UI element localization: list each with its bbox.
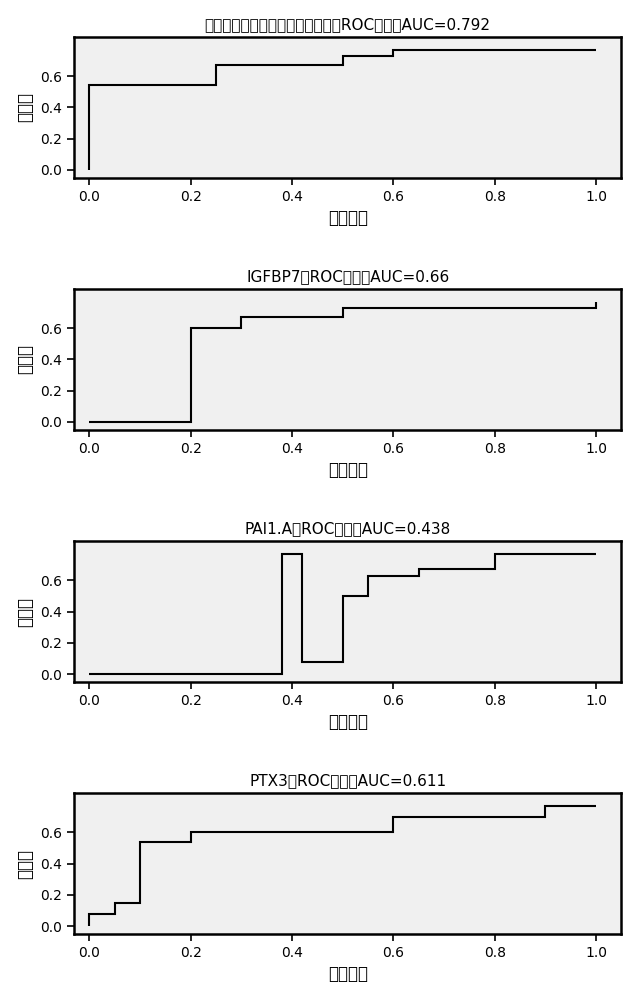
Y-axis label: 灵敏度: 灵敏度: [17, 92, 34, 122]
X-axis label: 假阳性率: 假阳性率: [328, 209, 367, 227]
Title: PAI1.A的ROC曲线；AUC=0.438: PAI1.A的ROC曲线；AUC=0.438: [244, 521, 451, 536]
Title: PTX3的ROC曲线；AUC=0.611: PTX3的ROC曲线；AUC=0.611: [249, 773, 446, 788]
Y-axis label: 灵敏度: 灵敏度: [17, 344, 34, 374]
Y-axis label: 灵敏度: 灵敏度: [17, 597, 34, 627]
X-axis label: 假阳性率: 假阳性率: [328, 713, 367, 731]
Title: 细胞外基质金属蛋白酶诱导因子的ROC曲线；AUC=0.792: 细胞外基质金属蛋白酶诱导因子的ROC曲线；AUC=0.792: [205, 17, 491, 32]
X-axis label: 假阳性率: 假阳性率: [328, 965, 367, 983]
Title: IGFBP7的ROC曲线；AUC=0.66: IGFBP7的ROC曲线；AUC=0.66: [246, 269, 449, 284]
Y-axis label: 灵敏度: 灵敏度: [17, 849, 34, 879]
X-axis label: 假阳性率: 假阳性率: [328, 461, 367, 479]
